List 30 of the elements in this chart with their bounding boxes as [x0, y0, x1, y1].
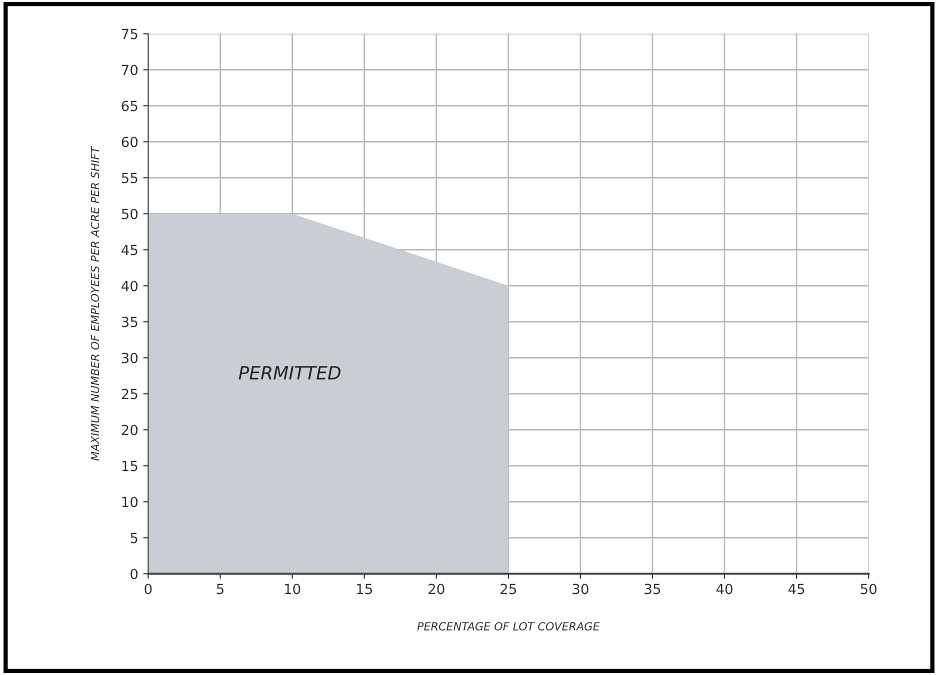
y-tick-label: 70 [122, 64, 138, 76]
x-tick-label: 45 [788, 584, 804, 594]
y-tick-label: 30 [122, 352, 138, 364]
y-tick-label: 50 [122, 208, 138, 220]
x-tick-label: 25 [500, 584, 516, 594]
annotation: PERMITTED [238, 366, 341, 380]
y-tick-label: 10 [122, 496, 138, 508]
y-tick-label: 75 [122, 28, 138, 40]
x-tick-label: 10 [284, 584, 300, 594]
x-tick-label: 20 [428, 584, 444, 594]
x-tick-label: 40 [716, 584, 732, 594]
y-axis-title: MAXIMUM NUMBER OF EMPLOYEES PER ACRE PER SHIFT [90, 146, 100, 461]
y-tick-label: 60 [122, 136, 138, 148]
x-tick-label: 15 [357, 584, 372, 594]
y-tick-label: 5 [130, 532, 138, 544]
y-tick-label: 20 [122, 424, 138, 436]
x-tick-label: 5 [216, 584, 224, 594]
y-tick-label: 35 [122, 316, 138, 328]
y-tick-label: 15 [122, 460, 138, 472]
x-tick-label: 50 [860, 584, 876, 594]
y-tick-label: 40 [121, 280, 138, 292]
x-axis-title: PERCENTAGE OF LOT COVERAGE [417, 622, 600, 631]
x-tick-label: 0 [144, 584, 152, 594]
y-tick-label: 0 [130, 568, 138, 580]
x-tick-label: 35 [644, 584, 660, 594]
y-tick-label: 45 [121, 244, 138, 256]
x-tick-label: 30 [572, 584, 588, 594]
y-tick-label: 65 [122, 100, 138, 112]
y-tick-label: 55 [122, 172, 138, 184]
y-tick-label: 25 [122, 388, 138, 400]
